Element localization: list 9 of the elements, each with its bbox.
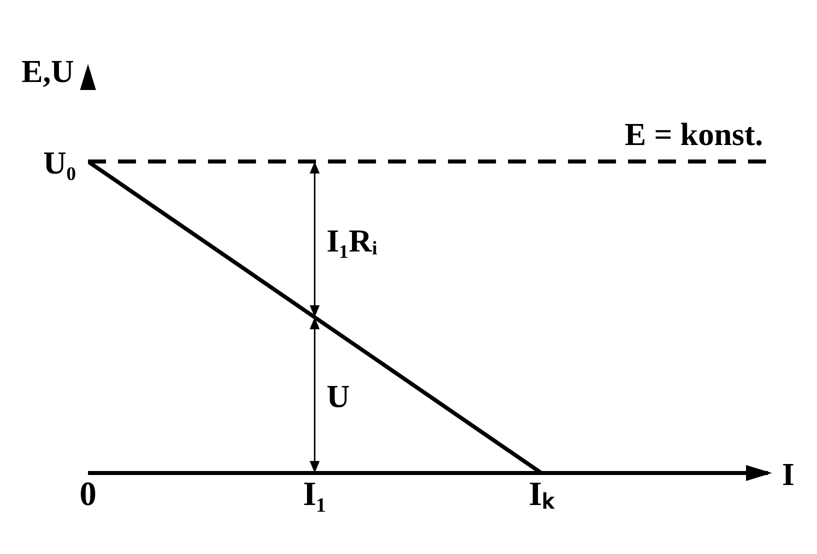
ref-line-label: E = konst. — [624, 116, 763, 152]
x-tick-label: I₁ — [302, 476, 326, 514]
x-tick-label: 0 — [80, 476, 96, 514]
annotation: U — [326, 378, 350, 414]
annotation: I₁Rᵢ — [326, 222, 378, 258]
x-tick-label: Iₖ — [528, 476, 555, 514]
annotation: U₀ — [43, 144, 76, 180]
x-axis-title: I — [782, 456, 794, 492]
y-axis-title: E,U — [22, 53, 74, 89]
